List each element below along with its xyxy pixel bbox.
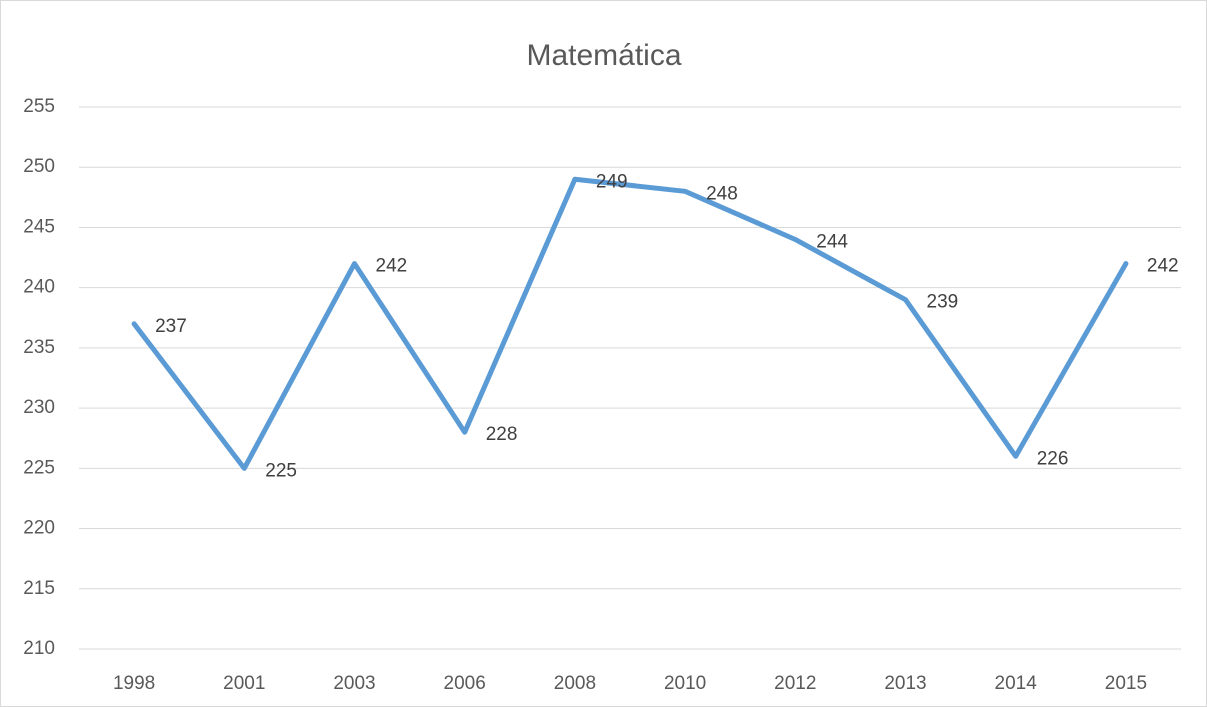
- data-line: [131, 176, 1129, 471]
- y-tick-label: 210: [23, 638, 55, 659]
- y-tick-label: 215: [23, 578, 55, 599]
- x-tick-label: 2013: [884, 673, 926, 694]
- y-tick-label: 240: [23, 277, 55, 298]
- data-label: 242: [376, 256, 408, 277]
- data-label: 237: [155, 316, 187, 337]
- x-tick-label: 2012: [774, 673, 816, 694]
- data-label: 228: [486, 424, 518, 445]
- y-tick-label: 220: [23, 518, 55, 539]
- y-tick-label: 225: [23, 457, 55, 478]
- x-tick-label: 1998: [113, 673, 155, 694]
- y-tick-label: 245: [23, 216, 55, 237]
- y-tick-label: 250: [23, 156, 55, 177]
- data-label: 239: [927, 292, 959, 313]
- chart-title: Matemática: [526, 39, 681, 72]
- x-tick-label: 2006: [444, 673, 486, 694]
- y-tick-label: 235: [23, 337, 55, 358]
- y-tick-label: 230: [23, 397, 55, 418]
- data-label: 226: [1037, 448, 1069, 469]
- x-tick-label: 2010: [664, 673, 706, 694]
- data-label: 249: [596, 171, 628, 192]
- x-tick-label: 2001: [223, 673, 265, 694]
- x-tick-label: 2015: [1105, 673, 1147, 694]
- x-tick-label: 2003: [333, 673, 375, 694]
- y-tick-label: 255: [23, 96, 55, 117]
- data-label: 248: [706, 183, 738, 204]
- x-tick-label: 2014: [995, 673, 1038, 694]
- x-tick-label: 2008: [554, 673, 596, 694]
- data-label: 225: [265, 460, 297, 481]
- data-label: 244: [816, 232, 848, 253]
- data-label: 242: [1147, 256, 1179, 277]
